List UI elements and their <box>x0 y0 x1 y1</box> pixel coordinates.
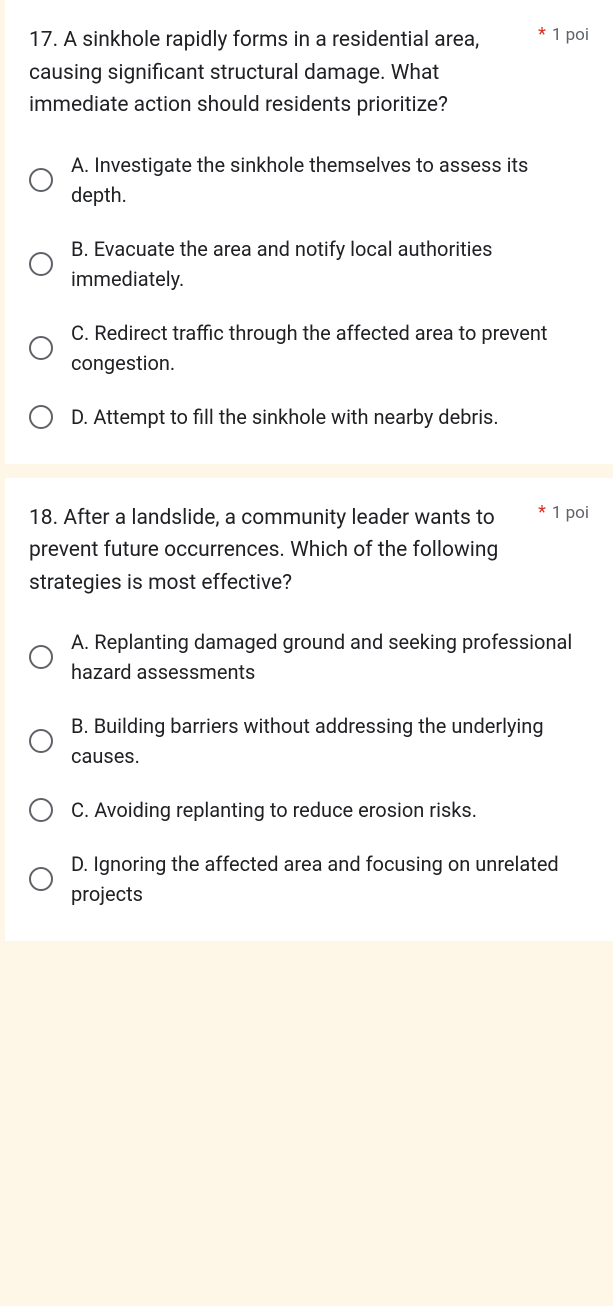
option-b[interactable]: B. Building barriers without addressing … <box>29 711 589 771</box>
question-number: 18. <box>29 506 58 530</box>
points-wrap: * 1 poi <box>538 24 589 45</box>
question-text: 18. After a landslide, a community leade… <box>29 502 526 600</box>
option-c[interactable]: C. Redirect traffic through the affected… <box>29 318 589 378</box>
radio-icon[interactable] <box>29 729 53 753</box>
option-c[interactable]: C. Avoiding replanting to reduce erosion… <box>29 795 589 825</box>
option-text: B. Evacuate the area and notify local au… <box>71 234 589 294</box>
option-text: A. Replanting damaged ground and seeking… <box>71 627 589 687</box>
option-text: D. Attempt to fill the sinkhole with nea… <box>71 402 499 432</box>
option-text: C. Redirect traffic through the affected… <box>71 318 589 378</box>
radio-icon[interactable] <box>29 405 53 429</box>
required-star: * <box>538 502 546 523</box>
option-d[interactable]: D. Ignoring the affected area and focusi… <box>29 849 589 909</box>
radio-icon[interactable] <box>29 336 53 360</box>
question-body: A sinkhole rapidly forms in a residentia… <box>29 28 479 117</box>
required-star: * <box>538 24 546 45</box>
question-card-17: 17. A sinkhole rapidly forms in a reside… <box>0 0 613 464</box>
question-header: 18. After a landslide, a community leade… <box>29 502 589 600</box>
radio-icon[interactable] <box>29 168 53 192</box>
option-text: A. Investigate the sinkhole themselves t… <box>71 150 589 210</box>
question-header: 17. A sinkhole rapidly forms in a reside… <box>29 24 589 122</box>
points-wrap: * 1 poi <box>538 502 589 523</box>
points-label: 1 poi <box>552 25 589 45</box>
points-label: 1 poi <box>552 503 589 523</box>
question-body: After a landslide, a community leader wa… <box>29 506 498 595</box>
option-a[interactable]: A. Investigate the sinkhole themselves t… <box>29 150 589 210</box>
radio-icon[interactable] <box>29 867 53 891</box>
radio-icon[interactable] <box>29 798 53 822</box>
option-a[interactable]: A. Replanting damaged ground and seeking… <box>29 627 589 687</box>
question-number: 17. <box>29 28 58 52</box>
question-text: 17. A sinkhole rapidly forms in a reside… <box>29 24 526 122</box>
radio-icon[interactable] <box>29 252 53 276</box>
option-text: D. Ignoring the affected area and focusi… <box>71 849 589 909</box>
option-b[interactable]: B. Evacuate the area and notify local au… <box>29 234 589 294</box>
option-text: B. Building barriers without addressing … <box>71 711 589 771</box>
option-d[interactable]: D. Attempt to fill the sinkhole with nea… <box>29 402 589 432</box>
option-text: C. Avoiding replanting to reduce erosion… <box>71 795 477 825</box>
radio-icon[interactable] <box>29 645 53 669</box>
question-card-18: 18. After a landslide, a community leade… <box>0 478 613 942</box>
